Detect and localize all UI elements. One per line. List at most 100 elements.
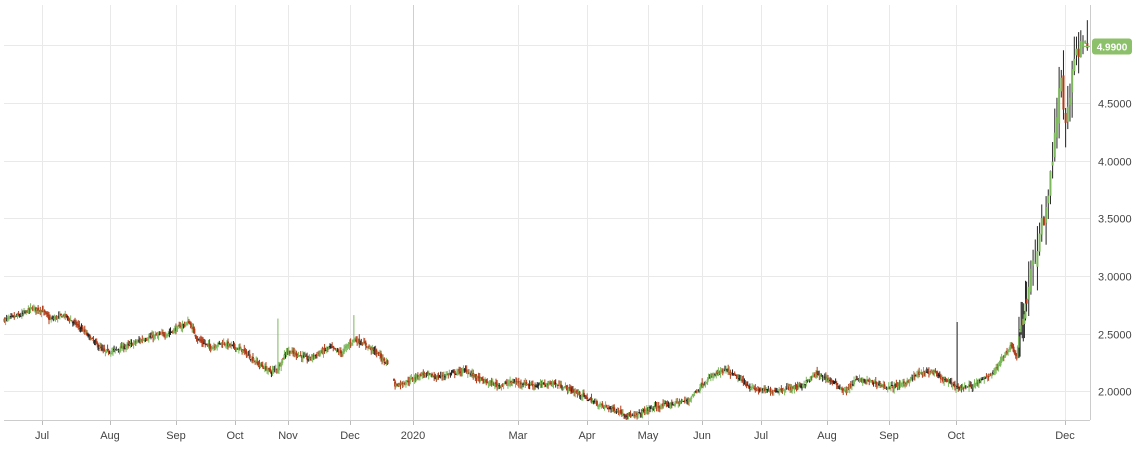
candle <box>956 322 959 390</box>
candle <box>940 374 943 381</box>
candle <box>720 367 723 373</box>
candle <box>113 345 116 353</box>
candle <box>274 364 277 373</box>
candle <box>1081 35 1084 55</box>
candle <box>541 379 544 388</box>
candle-body <box>515 381 518 383</box>
candle-body <box>407 380 410 383</box>
candle <box>930 369 933 374</box>
candle-body <box>847 386 850 389</box>
candle <box>887 382 890 390</box>
candle <box>530 380 533 386</box>
candle-body <box>483 380 486 383</box>
candle <box>221 339 224 348</box>
candle <box>485 378 488 386</box>
candle <box>136 339 139 343</box>
candle <box>725 365 728 374</box>
candle-body <box>23 311 26 314</box>
candle <box>760 387 763 394</box>
candle <box>268 367 271 372</box>
candle <box>425 372 428 378</box>
candle <box>382 354 385 363</box>
candle <box>721 368 724 376</box>
candle-body <box>257 362 260 365</box>
candle-body <box>550 383 553 386</box>
candle-body <box>43 310 46 313</box>
candle-body <box>578 391 581 396</box>
candle <box>970 381 973 389</box>
candle <box>862 378 865 383</box>
candle-body <box>621 413 624 416</box>
candle <box>315 352 318 359</box>
candle-body <box>820 375 823 377</box>
candle <box>904 381 907 389</box>
candle-body <box>547 383 550 386</box>
candle-body <box>1013 352 1016 354</box>
candle <box>245 349 248 358</box>
candle-body <box>133 341 136 343</box>
candle-body <box>546 382 548 387</box>
candle-body <box>322 348 325 354</box>
candle <box>797 382 800 390</box>
candle <box>448 369 451 376</box>
candle-body <box>218 342 221 344</box>
candle <box>836 382 839 390</box>
candle <box>786 382 789 390</box>
candle <box>669 402 672 410</box>
candle <box>352 315 355 343</box>
candle <box>194 334 197 339</box>
candle-body <box>933 371 936 374</box>
candle <box>582 389 585 398</box>
candle <box>842 387 845 396</box>
candle <box>820 373 823 377</box>
candle <box>204 339 207 348</box>
candle-body <box>625 415 628 417</box>
candle <box>858 374 861 383</box>
candle <box>911 374 914 382</box>
candle <box>297 351 300 358</box>
candle <box>598 403 601 410</box>
candle <box>357 338 360 345</box>
candle-body <box>3 318 6 322</box>
candle-body <box>510 380 513 383</box>
last-price-label: 4.9900 <box>1097 43 1128 54</box>
candle <box>555 383 558 386</box>
candle <box>850 380 853 391</box>
candle-body <box>498 385 501 387</box>
candle <box>1058 66 1061 139</box>
candle-body <box>419 373 422 377</box>
candle-body <box>936 372 939 376</box>
candle <box>138 336 141 344</box>
candle-body <box>7 317 10 319</box>
candle <box>790 384 793 393</box>
candle <box>681 398 684 403</box>
candle-body <box>518 381 521 385</box>
candle <box>123 343 126 350</box>
x-tick-label: Mar <box>509 430 528 442</box>
candle-body <box>721 369 724 373</box>
candle-body <box>393 378 396 381</box>
candle-body <box>270 372 273 374</box>
candle-body <box>370 347 373 351</box>
candle <box>1045 196 1048 245</box>
candle <box>45 311 48 318</box>
candle-body <box>1004 351 1007 356</box>
candle <box>16 312 19 319</box>
candle-body <box>231 344 234 346</box>
candle-body <box>65 314 68 318</box>
candle <box>1066 85 1069 130</box>
candle <box>499 385 502 389</box>
candle-body <box>1066 106 1069 122</box>
candle-body <box>870 380 873 382</box>
candle <box>933 369 936 377</box>
candle-body <box>636 413 639 416</box>
candle-body <box>284 353 287 355</box>
candle-body <box>67 317 70 319</box>
candle <box>219 343 222 345</box>
candle <box>840 387 843 391</box>
candle <box>691 393 694 397</box>
candle <box>601 401 604 408</box>
candle <box>1053 108 1056 162</box>
candle <box>171 330 174 334</box>
candle-body <box>194 334 197 337</box>
